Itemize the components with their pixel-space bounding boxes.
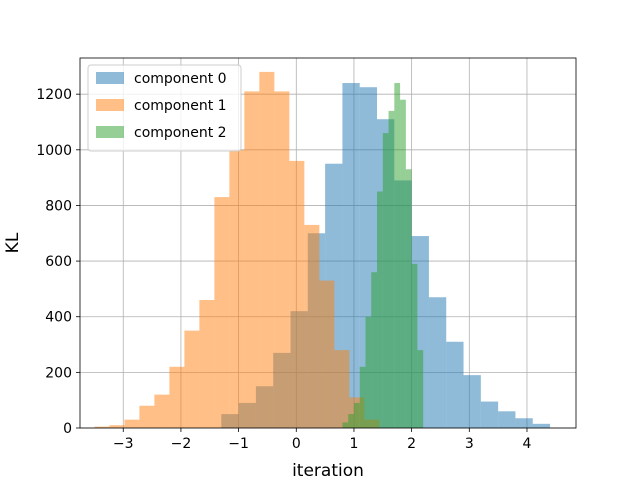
legend-swatch: [96, 126, 124, 138]
x-tick-label: −2: [171, 436, 192, 452]
histogram-bar: [94, 426, 110, 428]
histogram-bar: [498, 411, 516, 428]
histogram-bars: [94, 71, 551, 429]
histogram-bar: [394, 83, 401, 428]
histogram-bar: [463, 375, 481, 428]
histogram-bar: [229, 149, 245, 428]
y-axis-label: KL: [3, 232, 23, 253]
legend-label: component 2: [134, 125, 227, 141]
histogram-bar: [184, 330, 200, 428]
histogram-bar: [342, 83, 360, 428]
series-2-bars: [342, 83, 424, 429]
histogram-bar: [411, 263, 418, 428]
histogram-bar: [405, 169, 412, 428]
y-tick-label: 600: [45, 254, 72, 270]
histogram-bar: [417, 350, 424, 428]
legend-box: [87, 64, 242, 152]
legend-swatch: [96, 72, 124, 84]
histogram-bar: [304, 224, 320, 428]
y-tick-label: 1200: [36, 87, 72, 103]
histogram-bar: [139, 405, 155, 428]
histogram-bar: [259, 71, 275, 428]
y-tick-label: 0: [63, 421, 72, 437]
histogram-bar: [359, 366, 366, 428]
histogram-bar: [446, 341, 464, 428]
histogram-bar: [334, 350, 350, 428]
x-tick-label: 3: [465, 436, 474, 452]
histogram-bar: [274, 91, 290, 429]
legend-label: component 0: [134, 71, 227, 87]
histogram-bar: [342, 422, 349, 428]
legend-label: component 1: [134, 98, 227, 114]
histogram-bar: [214, 197, 230, 428]
x-tick-label: 0: [292, 436, 301, 452]
histogram-bar: [382, 133, 389, 428]
plot-frame: [79, 57, 577, 429]
x-tick-label: 4: [523, 436, 532, 452]
y-tick-label: 200: [45, 365, 72, 381]
histogram-bar: [244, 91, 260, 429]
y-axis-ticks: 0 200 400 600 800 1000 1200: [36, 87, 80, 437]
histogram-bar: [169, 366, 185, 428]
histogram-bar: [400, 99, 406, 429]
x-tick-label: 2: [407, 436, 416, 452]
histogram-bar: [353, 402, 360, 428]
x-tick-label: −3: [113, 436, 134, 452]
legend: component 0 component 1 component 2: [87, 64, 242, 152]
x-tick-label: −1: [228, 436, 249, 452]
y-tick-label: 400: [45, 310, 72, 326]
y-tick-label: 1000: [36, 143, 72, 159]
histogram-bar: [428, 297, 447, 428]
histogram-bar: [480, 401, 499, 428]
histogram-bar: [388, 110, 395, 428]
histogram-bar: [109, 425, 125, 428]
histogram-bar: [371, 272, 378, 428]
histogram-bar: [154, 394, 170, 428]
x-axis-ticks: −3 −2 −1 0 1 2 3 4: [113, 428, 532, 452]
x-axis-label: iteration: [292, 461, 364, 480]
histogram-bar: [515, 418, 533, 428]
y-tick-label: 800: [45, 198, 72, 214]
histogram-bar: [365, 316, 372, 428]
legend-swatch: [96, 99, 124, 111]
histogram-bar: [124, 419, 140, 428]
histogram-bar: [377, 191, 383, 428]
histogram-bar: [289, 160, 305, 429]
histogram-bar: [532, 423, 551, 428]
histogram-bar: [199, 300, 215, 428]
histogram-bar: [348, 414, 354, 428]
x-tick-label: 1: [349, 436, 358, 452]
histogram-bar: [319, 280, 335, 428]
